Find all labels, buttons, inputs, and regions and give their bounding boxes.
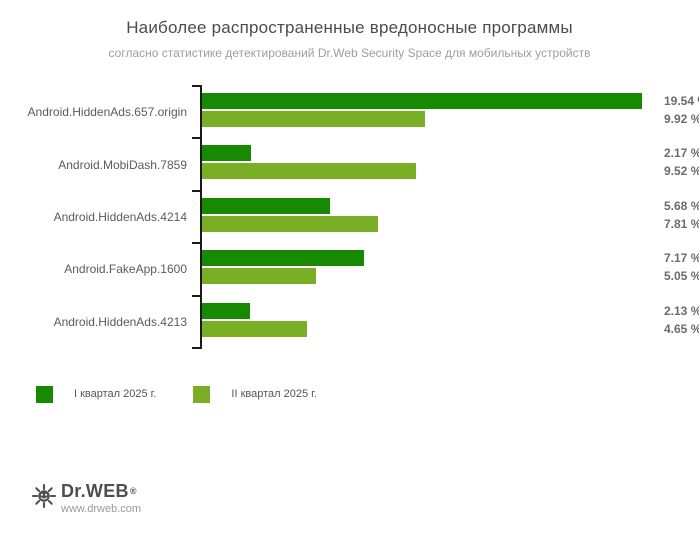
category-label: Android.HiddenAds.4214	[53, 209, 187, 224]
bar-quarter2	[202, 268, 316, 285]
value-label: 2.13 %	[664, 303, 699, 318]
legend-label-q2: II квартал 2025 г.	[231, 388, 317, 401]
drweb-spider-icon	[30, 482, 58, 515]
drweb-logo: Dr.WEB ® www.drweb.com	[30, 482, 141, 515]
axis-tick	[192, 242, 202, 245]
category-label: Android.MobiDash.7859	[58, 157, 187, 172]
chart-row: Android.MobiDash.7859 2.17 % 9.52 %	[0, 137, 699, 191]
value-label: 7.81 %	[664, 216, 699, 231]
value-labels: 19.54 % 9.92 %	[652, 86, 699, 138]
value-label: 7.17 %	[664, 251, 699, 266]
bar-quarter2	[202, 163, 417, 180]
legend-label-q1: I квартал 2025 г.	[74, 388, 157, 401]
value-labels: 2.17 % 9.52 %	[652, 138, 699, 190]
q1-color-swatch	[36, 385, 53, 403]
bar-group	[192, 242, 652, 296]
chart-row: Android.FakeApp.1600 7.17 % 5.05 %	[0, 242, 699, 296]
axis-tick	[192, 85, 202, 87]
chart-legend: I квартал 2025 г. II квартал 2025 г.	[36, 385, 699, 403]
value-label: 4.65 %	[664, 321, 699, 336]
value-labels: 2.13 % 4.65 %	[652, 296, 699, 348]
bar-quarter2	[202, 320, 307, 337]
value-label: 2.17 %	[664, 146, 699, 161]
bar-group	[192, 85, 652, 139]
category-label: Android.HiddenAds.4213	[53, 314, 187, 329]
q2-color-swatch	[193, 385, 211, 403]
bar-quarter1	[202, 197, 330, 214]
malware-bar-chart: Android.HiddenAds.657.origin 19.54 % 9.92 …	[0, 85, 699, 349]
registered-trademark-symbol: ®	[129, 486, 137, 496]
chart-row: Android.HiddenAds.657.origin 19.54 % 9.92 …	[0, 85, 699, 139]
value-labels: 5.68 % 7.81 %	[652, 191, 699, 243]
axis-tick	[192, 189, 202, 192]
bar-quarter1	[202, 145, 251, 162]
chart-title: Наиболее распространенные вредоносные пр…	[126, 18, 573, 37]
legend-item-q2[interactable]: II квартал 2025 г.	[193, 385, 317, 403]
bar-quarter2	[202, 111, 426, 127]
bar-group	[192, 137, 652, 191]
value-label: 5.68 %	[664, 198, 699, 213]
axis-tick	[192, 294, 202, 297]
bar-group	[192, 294, 652, 349]
chart-subtitle: согласно статистике детектирований Dr.We…	[108, 46, 591, 60]
bar-quarter2	[202, 215, 378, 232]
value-labels: 7.17 % 5.05 %	[652, 243, 699, 295]
drweb-wordmark: Dr.WEB	[61, 481, 129, 501]
legend-item-q1[interactable]: I квартал 2025 г.	[36, 385, 157, 403]
chart-row: Android.HiddenAds.4213 2.13 % 4.65 %	[0, 294, 699, 349]
value-label: 9.92 %	[664, 112, 699, 126]
value-label: 19.54 %	[664, 94, 699, 108]
value-label: 9.52 %	[664, 164, 699, 179]
chart-row: Android.HiddenAds.4214 5.68 % 7.81 %	[0, 189, 699, 244]
bar-quarter1	[202, 93, 642, 109]
axis-tick	[192, 346, 202, 349]
category-label: Android.FakeApp.1600	[64, 262, 187, 277]
axis-tick	[192, 137, 202, 140]
category-label: Android.HiddenAds.657.origin	[27, 105, 187, 120]
bar-quarter1	[202, 302, 250, 319]
value-label: 5.05 %	[664, 269, 699, 284]
bar-group	[192, 189, 652, 244]
drweb-website: www.drweb.com	[61, 503, 142, 515]
bar-quarter1	[202, 250, 364, 267]
report-page: Наиболее распространенные вредоносные пр…	[0, 18, 699, 533]
